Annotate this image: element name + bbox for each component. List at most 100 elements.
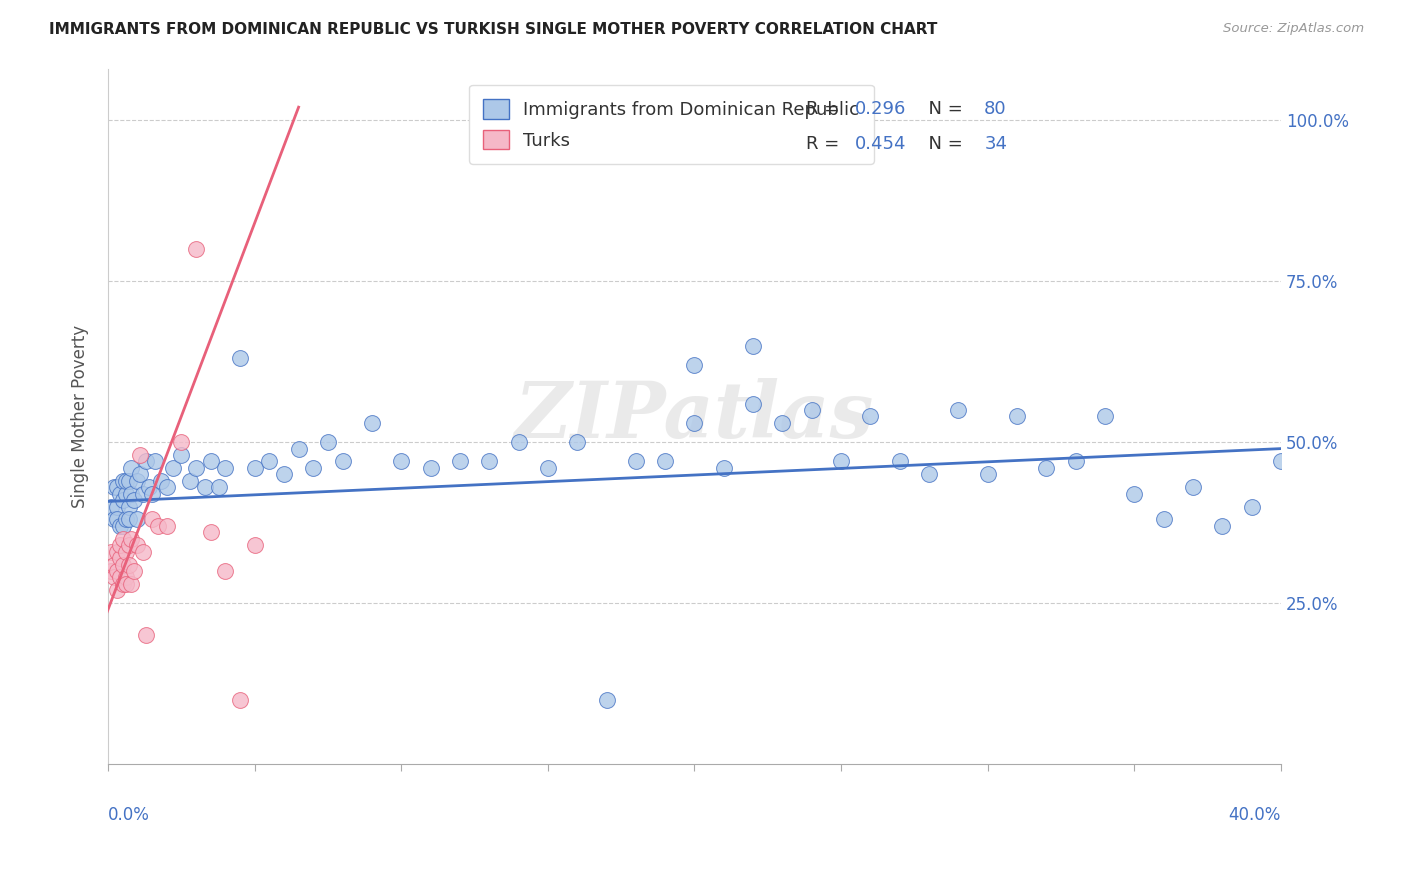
Point	[537, 461, 560, 475]
Point	[129, 448, 152, 462]
Point	[830, 454, 852, 468]
Point	[683, 416, 706, 430]
Point	[138, 480, 160, 494]
Point	[214, 564, 236, 578]
Point	[105, 512, 128, 526]
Point	[103, 570, 125, 584]
Text: ZIPatlas: ZIPatlas	[515, 378, 875, 455]
Point	[146, 519, 169, 533]
Point	[143, 454, 166, 468]
Point	[1153, 512, 1175, 526]
Text: N =: N =	[917, 100, 969, 118]
Point	[108, 538, 131, 552]
Point	[120, 577, 142, 591]
Point	[105, 564, 128, 578]
Point	[117, 474, 139, 488]
Point	[389, 454, 412, 468]
Point	[1064, 454, 1087, 468]
Point	[120, 461, 142, 475]
Point	[135, 628, 157, 642]
Legend: Immigrants from Dominican Republic, Turks: Immigrants from Dominican Republic, Turk…	[470, 85, 873, 164]
Point	[859, 409, 882, 424]
Point	[316, 435, 339, 450]
Point	[229, 351, 252, 366]
Point	[713, 461, 735, 475]
Point	[1270, 454, 1292, 468]
Point	[287, 442, 309, 456]
Point	[114, 577, 136, 591]
Point	[108, 519, 131, 533]
Point	[1240, 500, 1263, 514]
Point	[742, 338, 765, 352]
Point	[772, 416, 794, 430]
Point	[114, 544, 136, 558]
Point	[259, 454, 281, 468]
Point	[111, 532, 134, 546]
Point	[624, 454, 647, 468]
Point	[132, 544, 155, 558]
Point	[108, 551, 131, 566]
Point	[156, 519, 179, 533]
Text: 40.0%: 40.0%	[1229, 806, 1281, 824]
Point	[449, 454, 471, 468]
Point	[742, 396, 765, 410]
Point	[111, 577, 134, 591]
Point	[273, 467, 295, 482]
Point	[149, 474, 172, 488]
Text: 0.0%: 0.0%	[108, 806, 150, 824]
Point	[105, 480, 128, 494]
Point	[508, 435, 530, 450]
Text: 0.454: 0.454	[855, 135, 907, 153]
Text: IMMIGRANTS FROM DOMINICAN REPUBLIC VS TURKISH SINGLE MOTHER POVERTY CORRELATION : IMMIGRANTS FROM DOMINICAN REPUBLIC VS TU…	[49, 22, 938, 37]
Point	[100, 564, 122, 578]
Point	[117, 538, 139, 552]
Point	[800, 403, 823, 417]
Text: N =: N =	[917, 135, 969, 153]
Point	[243, 538, 266, 552]
Point	[243, 461, 266, 475]
Text: R =: R =	[806, 135, 845, 153]
Point	[103, 558, 125, 572]
Point	[117, 500, 139, 514]
Point	[105, 583, 128, 598]
Point	[156, 480, 179, 494]
Point	[1005, 409, 1028, 424]
Point	[1211, 519, 1233, 533]
Text: Source: ZipAtlas.com: Source: ZipAtlas.com	[1223, 22, 1364, 36]
Point	[124, 564, 146, 578]
Point	[105, 544, 128, 558]
Text: 80: 80	[984, 100, 1007, 118]
Point	[108, 486, 131, 500]
Point	[419, 461, 441, 475]
Point	[100, 544, 122, 558]
Point	[103, 480, 125, 494]
Point	[948, 403, 970, 417]
Point	[114, 486, 136, 500]
Point	[654, 454, 676, 468]
Point	[170, 435, 193, 450]
Point	[361, 416, 384, 430]
Point	[127, 512, 149, 526]
Point	[214, 461, 236, 475]
Point	[105, 500, 128, 514]
Point	[170, 448, 193, 462]
Point	[162, 461, 184, 475]
Point	[200, 454, 222, 468]
Point	[1123, 486, 1146, 500]
Point	[127, 474, 149, 488]
Point	[229, 693, 252, 707]
Point	[595, 693, 617, 707]
Text: R =: R =	[806, 100, 845, 118]
Point	[1094, 409, 1116, 424]
Point	[124, 493, 146, 508]
Point	[132, 486, 155, 500]
Point	[478, 454, 501, 468]
Point	[111, 493, 134, 508]
Point	[111, 558, 134, 572]
Point	[179, 474, 201, 488]
Point	[302, 461, 325, 475]
Point	[135, 454, 157, 468]
Point	[1181, 480, 1204, 494]
Point	[567, 435, 589, 450]
Text: 0.296: 0.296	[855, 100, 907, 118]
